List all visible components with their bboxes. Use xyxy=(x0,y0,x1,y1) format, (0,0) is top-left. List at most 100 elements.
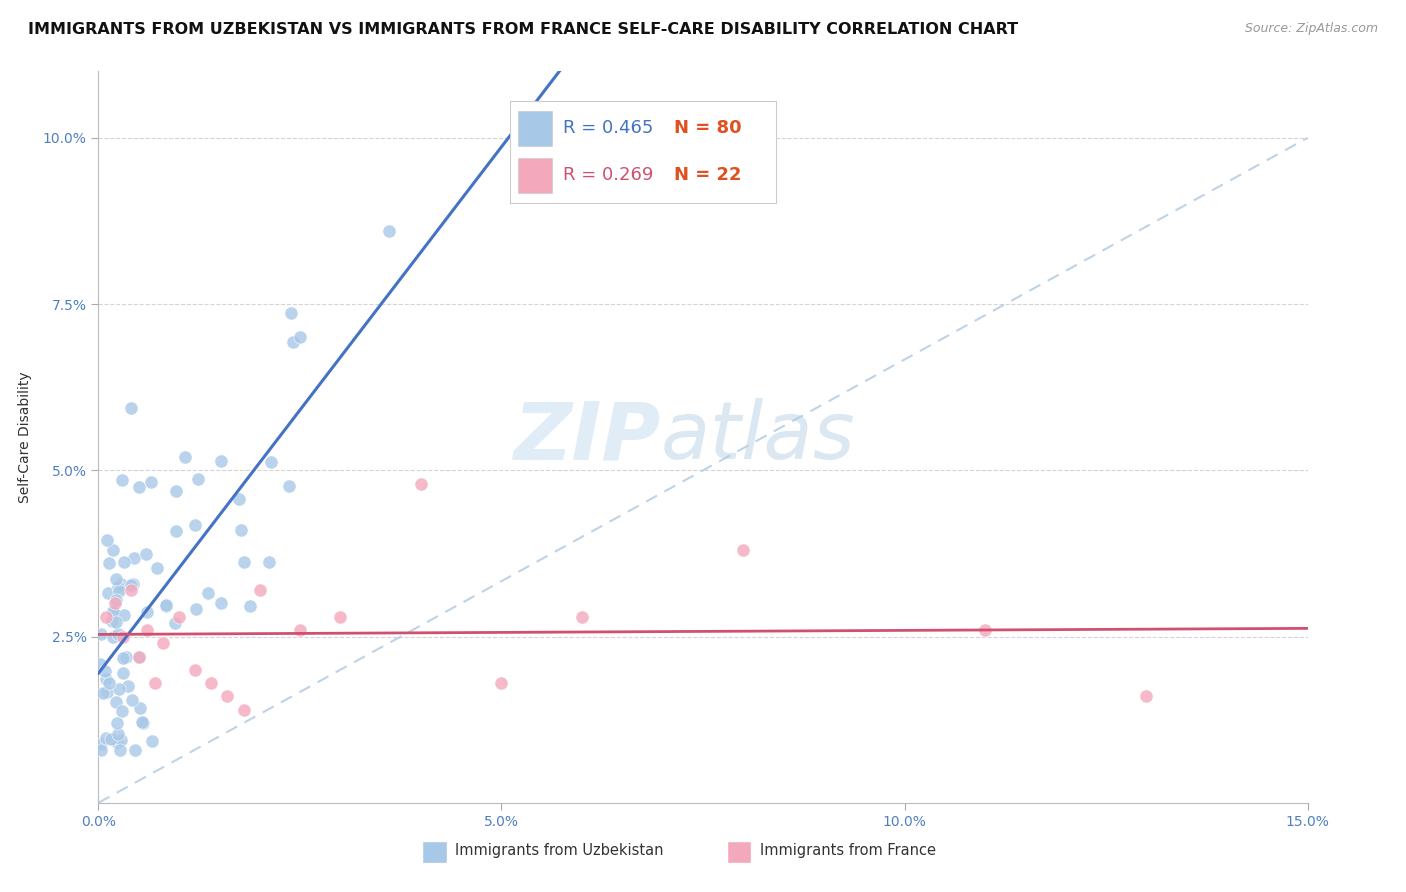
Point xyxy=(112,555,135,569)
Point xyxy=(184,517,207,532)
Point xyxy=(103,606,125,620)
Y-axis label: Self-Care Disability: Self-Care Disability xyxy=(18,371,31,503)
Point xyxy=(173,450,195,464)
Point xyxy=(111,704,134,718)
Point xyxy=(97,585,120,599)
Point xyxy=(1135,690,1157,704)
FancyBboxPatch shape xyxy=(422,841,447,863)
Point xyxy=(974,623,997,637)
Point xyxy=(146,561,169,575)
Point xyxy=(107,580,129,594)
Point xyxy=(187,472,209,486)
Point xyxy=(100,731,122,746)
Point xyxy=(211,596,233,610)
Point xyxy=(135,623,157,637)
Point xyxy=(104,695,127,709)
Text: IMMIGRANTS FROM UZBEKISTAN VS IMMIGRANTS FROM FRANCE SELF-CARE DISABILITY CORREL: IMMIGRANTS FROM UZBEKISTAN VS IMMIGRANTS… xyxy=(28,22,1018,37)
Point xyxy=(96,609,118,624)
Text: Source: ZipAtlas.com: Source: ZipAtlas.com xyxy=(1244,22,1378,36)
Point xyxy=(184,601,207,615)
Point xyxy=(103,596,125,610)
Point xyxy=(94,665,117,679)
Point xyxy=(101,542,124,557)
Point xyxy=(104,615,127,629)
Point xyxy=(733,543,755,558)
Point xyxy=(239,599,262,614)
Point xyxy=(91,685,114,699)
Point xyxy=(280,306,302,320)
Point xyxy=(107,727,129,741)
Point xyxy=(163,616,186,631)
Point xyxy=(377,224,399,238)
Point xyxy=(111,630,134,644)
Point xyxy=(112,607,135,622)
Point xyxy=(217,690,239,704)
Point xyxy=(131,715,153,730)
Point xyxy=(152,636,174,650)
Point xyxy=(128,479,150,493)
Point xyxy=(132,715,155,730)
Point xyxy=(114,650,136,665)
Point xyxy=(288,623,311,637)
Point xyxy=(409,476,432,491)
Point xyxy=(491,676,513,690)
Point xyxy=(111,651,134,665)
Point xyxy=(105,716,128,731)
Point xyxy=(128,649,150,664)
Point xyxy=(124,742,146,756)
Point xyxy=(90,627,112,641)
Point xyxy=(110,732,132,747)
Point xyxy=(110,577,132,591)
Text: ZIP: ZIP xyxy=(513,398,661,476)
Point xyxy=(111,473,134,487)
Point xyxy=(283,334,305,349)
Point xyxy=(167,609,190,624)
Point xyxy=(89,657,111,672)
Point xyxy=(105,734,128,748)
Point xyxy=(108,742,131,756)
Text: Immigrants from Uzbekistan: Immigrants from Uzbekistan xyxy=(456,843,664,858)
Point xyxy=(107,627,129,641)
Point xyxy=(139,475,162,490)
Point xyxy=(165,484,187,499)
Text: Immigrants from France: Immigrants from France xyxy=(759,843,936,858)
Point xyxy=(143,676,166,690)
Point xyxy=(94,731,117,745)
Point xyxy=(136,605,159,619)
Point xyxy=(97,676,120,690)
Point xyxy=(278,479,301,493)
Point xyxy=(103,604,125,618)
Point xyxy=(120,578,142,592)
Point xyxy=(259,555,281,569)
Point xyxy=(96,672,118,686)
Point xyxy=(232,703,254,717)
Point xyxy=(96,533,118,547)
Point xyxy=(108,682,131,697)
Point xyxy=(197,586,219,600)
Point xyxy=(184,663,207,677)
Point xyxy=(209,454,232,468)
Point xyxy=(259,455,281,469)
Point xyxy=(112,665,135,680)
Point xyxy=(200,676,222,690)
Point xyxy=(122,550,145,565)
Point xyxy=(155,599,177,614)
Point xyxy=(105,593,128,607)
Point xyxy=(249,582,271,597)
Point xyxy=(571,609,593,624)
Point xyxy=(141,734,163,748)
Point xyxy=(128,650,150,665)
Point xyxy=(128,700,150,714)
Point xyxy=(96,685,118,699)
Text: atlas: atlas xyxy=(661,398,855,476)
Point xyxy=(288,330,311,344)
Point xyxy=(329,609,352,624)
Point xyxy=(155,599,177,613)
Point xyxy=(101,614,124,628)
FancyBboxPatch shape xyxy=(727,841,751,863)
Point xyxy=(90,737,112,751)
Point xyxy=(231,523,253,537)
Point xyxy=(122,577,145,591)
Point xyxy=(117,679,139,693)
Point xyxy=(232,555,254,569)
